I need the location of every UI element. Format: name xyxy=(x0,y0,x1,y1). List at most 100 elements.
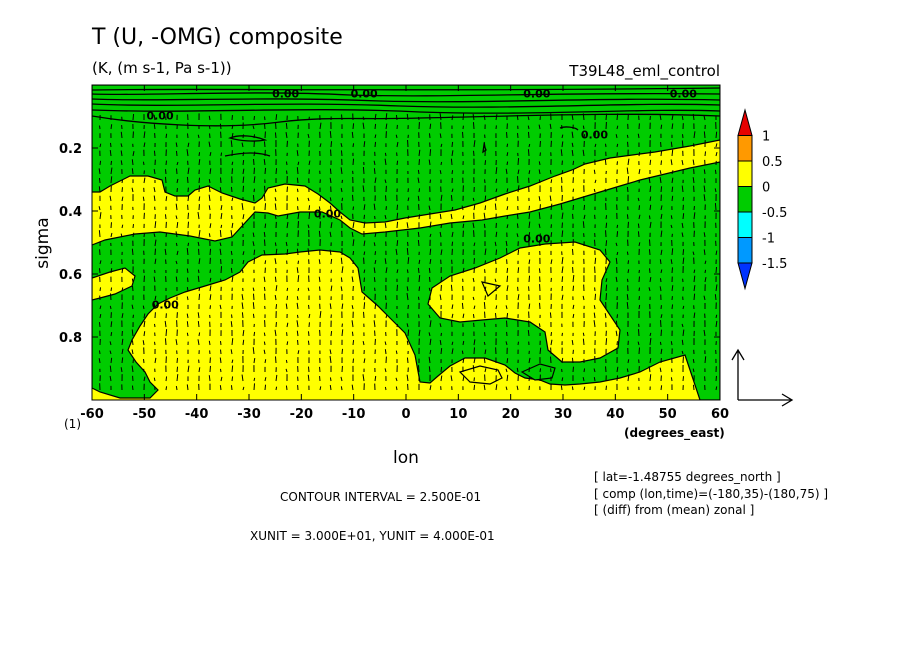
wind-vector xyxy=(462,375,465,382)
x-tick-label: -40 xyxy=(185,407,209,422)
wind-vector xyxy=(417,231,420,238)
wind-vector xyxy=(241,202,244,211)
wind-vector xyxy=(186,321,189,328)
wind-vector xyxy=(242,251,245,256)
wind-vector xyxy=(429,248,432,256)
contour-labels: 0.00 0.00 0.00 0.00 0.00 0.00 0.00 0.00 0.00 xyxy=(146,88,697,312)
wind-vector xyxy=(110,287,113,292)
wind-vector xyxy=(252,287,255,292)
wind-vector xyxy=(297,161,300,166)
wind-vector xyxy=(671,115,674,121)
wind-vector xyxy=(297,260,300,265)
wind-vector xyxy=(219,357,222,364)
wind-vector xyxy=(296,320,299,328)
wind-vector xyxy=(363,240,366,247)
wind-vector xyxy=(99,313,102,319)
wind-vector xyxy=(263,231,266,238)
wind-vector xyxy=(351,232,354,238)
y-axis-title: sigma xyxy=(33,217,53,268)
wind-vector xyxy=(252,302,255,310)
wind-vector xyxy=(506,215,509,220)
x-tick-label: 40 xyxy=(606,407,624,422)
wind-vector xyxy=(395,248,398,256)
wind-vector xyxy=(516,213,519,220)
wind-vector xyxy=(407,329,410,337)
wind-vector xyxy=(483,212,486,220)
wind-vector xyxy=(494,203,497,211)
wind-vector xyxy=(208,194,211,202)
wind-vector xyxy=(660,249,663,256)
wind-vector xyxy=(209,168,212,175)
wind-vector xyxy=(506,143,509,148)
wind-vector xyxy=(703,295,706,301)
wind-vector xyxy=(131,248,134,256)
wind-vector xyxy=(407,215,410,220)
wind-vector xyxy=(395,377,398,382)
wind-vector xyxy=(660,213,663,220)
wind-vector xyxy=(318,259,321,265)
reference-vector-arrow xyxy=(731,348,794,407)
wind-vector xyxy=(208,233,211,238)
wind-vector xyxy=(395,386,398,391)
wind-vector xyxy=(428,267,431,274)
wind-vector xyxy=(615,257,618,265)
wind-vector xyxy=(308,160,311,166)
wind-vector xyxy=(527,149,530,157)
wind-vector xyxy=(428,287,431,292)
wind-vector xyxy=(505,368,508,373)
wind-vector xyxy=(516,385,519,391)
wind-vector xyxy=(121,338,124,346)
wind-vector xyxy=(693,275,696,283)
wind-vector xyxy=(231,276,234,283)
wind-vector xyxy=(374,134,377,139)
wind-vector xyxy=(176,366,179,373)
wind-vector xyxy=(198,367,201,373)
wind-vector xyxy=(275,285,278,292)
wind-vector xyxy=(561,257,564,265)
wind-vector xyxy=(351,320,354,328)
wind-vector xyxy=(549,195,552,202)
colorbar-label: 0.5 xyxy=(762,155,783,170)
wind-vector xyxy=(539,347,542,355)
wind-vector xyxy=(352,206,355,211)
wind-vector xyxy=(483,302,486,310)
wind-vector xyxy=(616,366,619,373)
wind-vector xyxy=(263,341,266,346)
wind-vector xyxy=(110,176,113,184)
wind-vector xyxy=(330,215,333,220)
wind-vector xyxy=(704,356,707,364)
wind-vector xyxy=(352,221,355,229)
wind-vector xyxy=(440,348,443,355)
wind-vector xyxy=(506,313,509,319)
wind-vector xyxy=(230,267,233,274)
wind-vector xyxy=(297,275,300,283)
wind-vector xyxy=(351,331,354,337)
wind-vector xyxy=(495,188,498,193)
wind-vector xyxy=(494,312,497,319)
wind-vector xyxy=(131,349,134,355)
wind-vector xyxy=(275,248,278,256)
wind-vector xyxy=(572,313,575,319)
wind-vector xyxy=(253,249,256,256)
wind-vector xyxy=(561,230,564,238)
wind-vector xyxy=(274,215,277,220)
wind-vector xyxy=(692,159,695,166)
wind-vector xyxy=(407,197,410,202)
wind-vector xyxy=(186,384,189,391)
wind-vector xyxy=(385,113,388,121)
wind-vector xyxy=(264,223,267,229)
wind-vector xyxy=(154,221,157,229)
wind-vector xyxy=(428,133,431,139)
wind-vector xyxy=(417,195,420,202)
wind-vector xyxy=(374,375,377,382)
wind-vector xyxy=(385,123,388,130)
wind-vector xyxy=(439,213,442,220)
wind-vector xyxy=(384,222,387,229)
wind-vector xyxy=(384,152,387,157)
wind-vector xyxy=(231,222,234,229)
y-tick-label: 0.4 xyxy=(59,205,82,220)
wind-vector xyxy=(528,376,531,382)
wind-vector xyxy=(582,113,585,121)
wind-vector xyxy=(681,222,684,229)
